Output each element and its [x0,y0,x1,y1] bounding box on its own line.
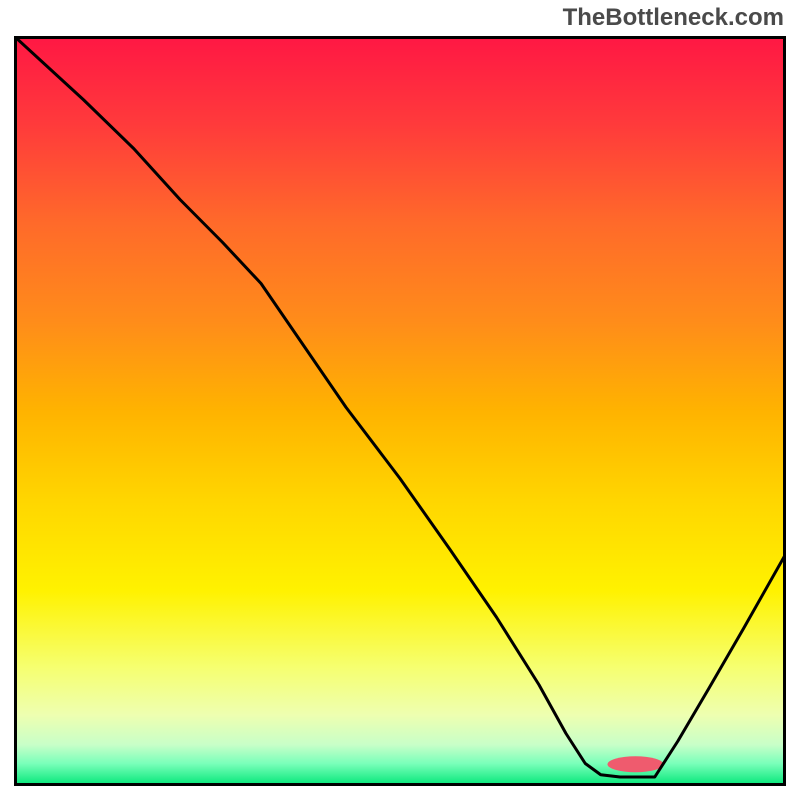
valley-marker [607,756,663,772]
watermark-text: TheBottleneck.com [563,4,784,32]
chart-svg [14,36,786,786]
chart-area [14,36,786,786]
gradient-background [14,36,786,786]
